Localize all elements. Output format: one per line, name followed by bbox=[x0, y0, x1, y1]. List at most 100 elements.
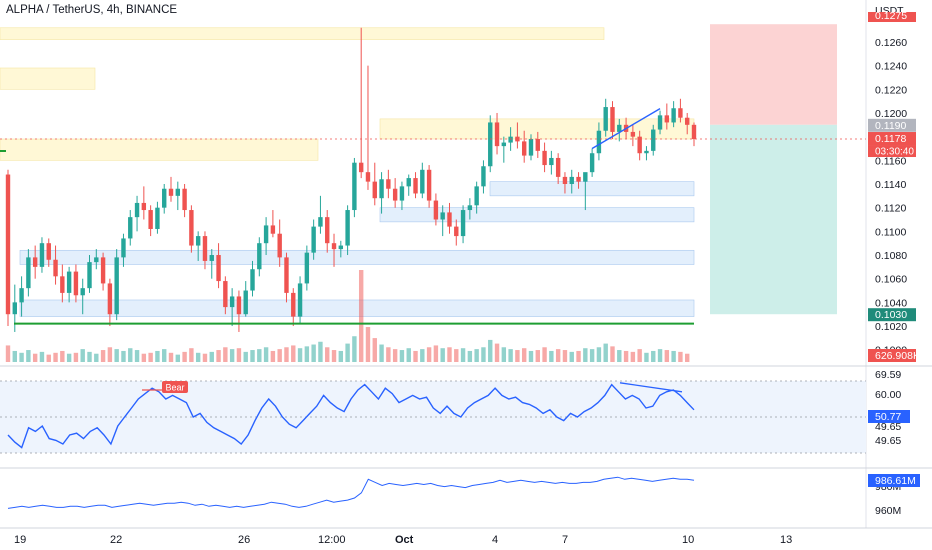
candle-body bbox=[209, 255, 214, 261]
volume-bar bbox=[345, 343, 350, 362]
candle-body bbox=[32, 257, 38, 267]
drawing-lines[interactable] bbox=[0, 108, 866, 325]
volume-bar bbox=[508, 349, 513, 362]
price-tick: 0.1080 bbox=[875, 250, 907, 262]
candle-body bbox=[5, 174, 11, 315]
volume-bar bbox=[576, 350, 581, 362]
rsi-tick: 49.65 bbox=[875, 435, 901, 447]
volume-bar bbox=[291, 345, 296, 362]
rsi-line bbox=[7, 383, 695, 449]
candle-body bbox=[433, 200, 439, 220]
candle-body bbox=[413, 178, 418, 194]
candle-body bbox=[223, 281, 228, 308]
volume-bar bbox=[623, 350, 629, 362]
volume-bar bbox=[596, 347, 602, 362]
volume-bar bbox=[216, 350, 221, 362]
volume-bar bbox=[562, 350, 568, 362]
candle-body bbox=[685, 117, 690, 125]
candle-body bbox=[420, 169, 425, 194]
candle-body bbox=[678, 108, 683, 118]
volume-bar bbox=[304, 346, 310, 362]
volume-bar bbox=[515, 350, 520, 362]
candle-body bbox=[528, 139, 534, 156]
candle-body bbox=[569, 176, 574, 184]
candle-body bbox=[345, 210, 350, 246]
volume-bar bbox=[243, 351, 248, 362]
stop-badge: 0.1275 bbox=[875, 10, 907, 22]
candle-body bbox=[671, 108, 676, 123]
candle-body bbox=[651, 129, 656, 151]
price-trendline bbox=[591, 108, 661, 150]
volume-bar bbox=[168, 352, 174, 362]
volume-bar bbox=[134, 350, 140, 362]
volume-bar bbox=[5, 345, 11, 362]
obv-line bbox=[7, 476, 695, 509]
volume-bar bbox=[617, 350, 622, 362]
volume-bar bbox=[644, 352, 649, 362]
candle-body bbox=[94, 257, 99, 263]
price-tick: 0.1120 bbox=[875, 203, 906, 215]
demand-zone bbox=[19, 249, 695, 265]
position-tool[interactable] bbox=[710, 24, 837, 315]
volume-bar bbox=[338, 350, 344, 362]
volume-bar bbox=[46, 354, 51, 362]
candle-body bbox=[460, 210, 466, 237]
entry-badge: 0.1190 bbox=[875, 120, 906, 132]
candles bbox=[5, 27, 697, 332]
volume-bar bbox=[555, 349, 561, 362]
time-tick: Oct bbox=[395, 534, 414, 546]
volume-bar bbox=[535, 350, 540, 362]
volume-bar bbox=[189, 348, 194, 362]
volume-bar bbox=[19, 352, 24, 362]
candle-body bbox=[440, 212, 445, 220]
price-axis[interactable]: 0.12600.12400.12200.12000.11800.11600.11… bbox=[868, 10, 920, 517]
candle-body bbox=[481, 166, 486, 187]
volume-bar bbox=[501, 347, 507, 362]
volume-bar bbox=[263, 347, 269, 362]
volume-bar bbox=[542, 347, 547, 362]
candle-body bbox=[155, 207, 160, 229]
volume-bar bbox=[671, 350, 676, 362]
time-axis[interactable]: 19 22 26 12:00 Oct 4 7 10 13 bbox=[14, 534, 792, 546]
chart-title: ALPHA / TetherUS, 4h, BINANCE bbox=[6, 4, 178, 16]
candle-body bbox=[236, 296, 242, 315]
volume-bar bbox=[202, 353, 208, 362]
volume-bar bbox=[100, 350, 106, 362]
volume-bar bbox=[141, 353, 147, 362]
candle-body bbox=[277, 233, 282, 258]
volume-bar bbox=[229, 349, 235, 362]
candle-body bbox=[372, 181, 377, 199]
candle-body bbox=[596, 130, 602, 154]
last-price-badge: 0.1178 bbox=[875, 133, 906, 145]
candle-body bbox=[182, 188, 187, 211]
volume-bar bbox=[39, 351, 45, 362]
time-tick: 19 bbox=[14, 534, 26, 546]
candle-body bbox=[549, 157, 554, 166]
time-tick: 26 bbox=[238, 534, 250, 546]
volume-bar bbox=[474, 349, 479, 362]
candle-body bbox=[630, 131, 636, 137]
price-tick: 0.1240 bbox=[875, 61, 907, 73]
candle-body bbox=[100, 257, 106, 284]
zones-layer bbox=[0, 27, 695, 317]
candle-body bbox=[454, 226, 459, 237]
candle-body bbox=[358, 162, 364, 173]
price-tick: 0.1260 bbox=[875, 37, 907, 49]
candle-body bbox=[365, 172, 371, 182]
volume-bar bbox=[413, 350, 418, 362]
candle-body bbox=[284, 257, 289, 293]
volume-bar bbox=[372, 338, 377, 362]
volume-bar bbox=[53, 352, 58, 362]
volume-bar bbox=[399, 350, 405, 362]
candle-body bbox=[257, 243, 262, 270]
volume-bar bbox=[223, 347, 228, 362]
rsi-tick: 49.65 bbox=[875, 421, 901, 433]
volume-bar bbox=[73, 352, 79, 362]
candle-body bbox=[250, 269, 255, 291]
volume-bar bbox=[277, 349, 282, 362]
candle-body bbox=[426, 169, 432, 201]
volume-bar bbox=[318, 341, 323, 362]
obv-current-bg bbox=[868, 474, 920, 487]
price-tick: 0.1020 bbox=[875, 321, 907, 333]
